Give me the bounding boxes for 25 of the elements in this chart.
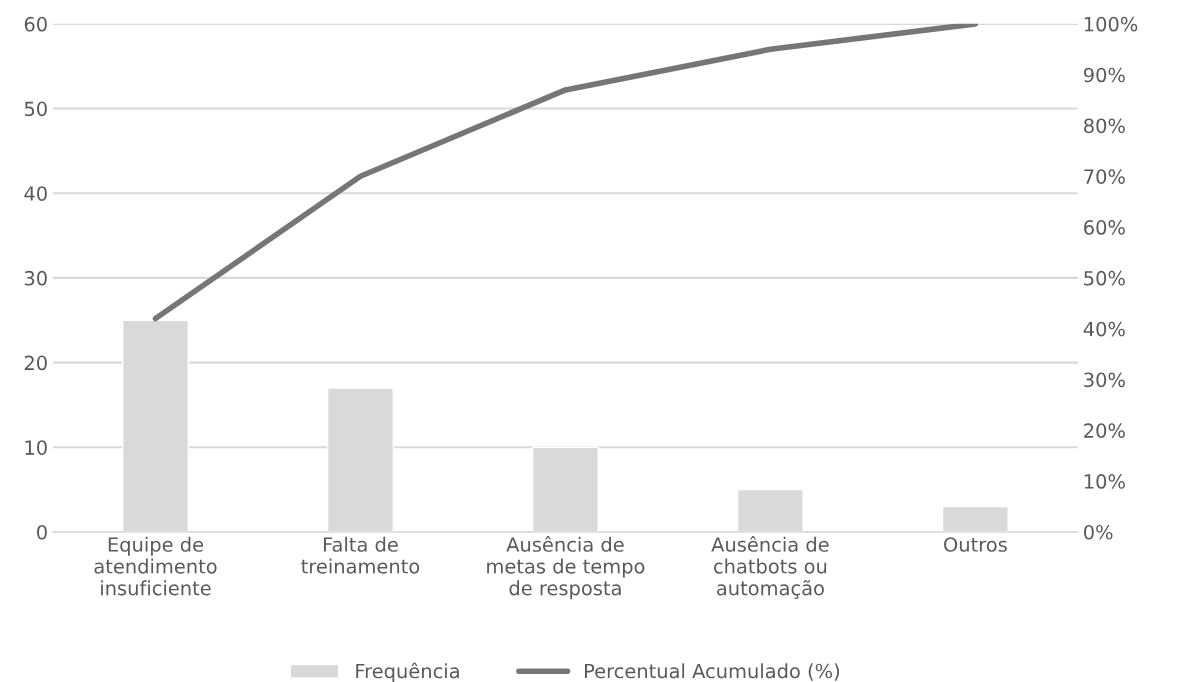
x-tick-label: Ausência de chatbots ou automação: [711, 536, 829, 599]
x-tick-label: Falta de treinamento: [301, 536, 420, 574]
y-tick-label: 0: [37, 524, 47, 540]
y-tick-label: 20: [24, 355, 47, 371]
y2-tick-label: 90%: [1083, 67, 1125, 83]
y-tick-label: 10: [25, 440, 47, 455]
x-tick-label: Ausência de metas de tempo de resposta: [487, 536, 645, 600]
y2-tick-label: 50%: [1084, 270, 1125, 286]
y2-tick-label: 100%: [1084, 16, 1138, 32]
y-tick-label: 60: [24, 16, 47, 32]
y2-tick-label: 40%: [1083, 321, 1125, 337]
x-tick-label: Outros: [944, 537, 1007, 552]
legend-label: Percentual Acumulado (%): [585, 663, 840, 681]
y2-tick-label: 10%: [1084, 474, 1125, 489]
legend-label: Frequência: [356, 662, 459, 682]
y2-tick-label: 20%: [1084, 423, 1125, 439]
x-tick-label: Equipe de atendimento insuficiente: [94, 536, 217, 596]
y2-tick-label: 80%: [1084, 118, 1125, 134]
y2-tick-label: 70%: [1084, 169, 1125, 184]
y-tick-label: 30: [24, 270, 47, 286]
y2-tick-label: 0%: [1084, 524, 1113, 540]
y2-tick-label: 60%: [1084, 220, 1125, 235]
y-tick-label: 50: [24, 101, 47, 117]
y2-tick-label: 30%: [1084, 372, 1125, 388]
y-tick-label: 40: [24, 186, 47, 201]
